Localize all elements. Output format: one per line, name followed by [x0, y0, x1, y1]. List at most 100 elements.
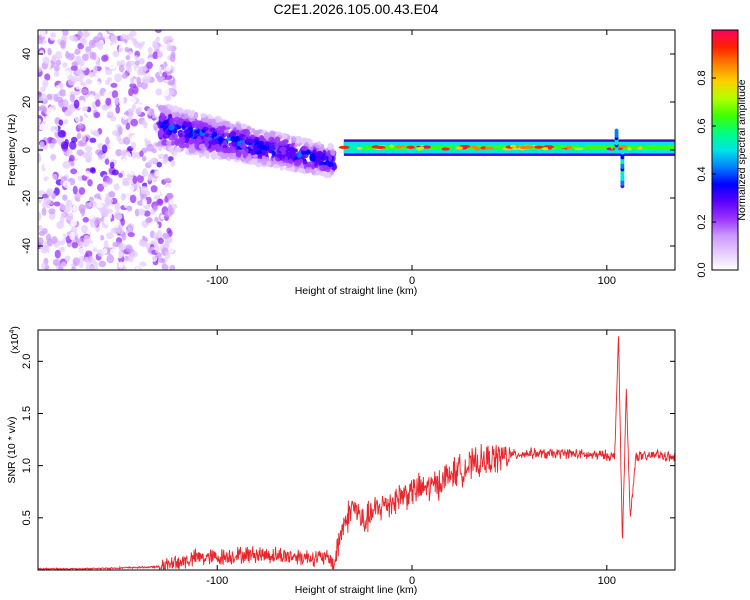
heat-cell	[81, 88, 88, 95]
heat-cell	[76, 149, 85, 156]
heat-cell	[95, 99, 101, 107]
heat-cell	[141, 168, 148, 177]
heat-cell	[81, 53, 89, 62]
heat-cell	[78, 256, 86, 263]
heat-cell	[70, 218, 78, 227]
heat-cell	[76, 132, 82, 140]
y-tick-label: 40	[21, 48, 33, 60]
heat-cell	[74, 114, 81, 123]
heat-cell	[168, 245, 175, 254]
carrier-peak	[627, 147, 632, 151]
heat-cell	[56, 96, 63, 103]
heat-cell	[132, 260, 139, 267]
heat-cell	[157, 129, 162, 135]
carrier-peak	[541, 147, 550, 151]
heat-cell	[123, 136, 131, 145]
heat-cell	[250, 134, 256, 140]
heat-cell	[79, 99, 86, 108]
heat-cell	[154, 170, 160, 177]
heat-cell	[83, 170, 91, 177]
heat-cell	[89, 137, 97, 143]
heat-cell	[78, 204, 86, 213]
heat-cell	[198, 143, 206, 150]
snr-y-multiplier-exp: 4	[9, 329, 16, 333]
heat-cell	[77, 123, 84, 129]
heat-cell	[55, 30, 64, 37]
heat-cell	[172, 133, 178, 141]
heat-cell	[305, 166, 313, 174]
y-tick-label: 20	[21, 96, 33, 108]
heat-cell	[105, 97, 112, 106]
heat-cell	[143, 99, 151, 106]
heat-cell	[45, 178, 53, 187]
heat-cell	[235, 150, 242, 158]
heat-cell	[64, 255, 71, 262]
heat-cell	[127, 107, 135, 114]
heat-cell	[47, 88, 55, 95]
heat-cell	[136, 76, 141, 84]
heat-cell	[148, 36, 154, 44]
heat-cell	[42, 79, 49, 88]
heat-cell	[99, 95, 105, 102]
carrier-peak	[455, 146, 464, 150]
snr-y-multiplier: (x104)	[9, 326, 21, 354]
heat-cell	[67, 78, 76, 86]
heat-cell	[62, 180, 71, 189]
heat-cell	[38, 106, 43, 112]
heat-cell	[52, 258, 61, 267]
heat-cell	[72, 204, 79, 213]
heat-cell	[115, 105, 121, 114]
heat-cell	[326, 167, 331, 172]
heat-cell	[62, 98, 69, 108]
heat-cell	[162, 87, 170, 97]
heat-cell	[78, 187, 86, 195]
heat-cell	[160, 258, 166, 264]
heat-cell	[157, 140, 162, 145]
colorbar: 0.0 0.2 0.4 0.6 0.8 Normalized spectral ampl…	[696, 29, 748, 278]
carrier-peak	[338, 145, 350, 149]
heat-cell	[315, 156, 322, 164]
heat-cell	[125, 122, 131, 130]
heat-cell	[220, 153, 228, 160]
heat-cell	[129, 83, 137, 89]
heat-cell	[38, 225, 43, 231]
heat-cell	[106, 111, 114, 117]
heat-cell	[247, 153, 252, 162]
heat-cell	[57, 130, 66, 138]
heat-cell	[297, 168, 305, 173]
heat-cell	[79, 37, 85, 43]
heat-cell	[90, 168, 96, 174]
heat-cell	[109, 248, 117, 257]
heat-cell	[40, 244, 48, 250]
heat-cell	[197, 135, 201, 141]
heat-cell	[167, 80, 175, 86]
heat-cell	[78, 164, 86, 173]
heat-cell	[116, 250, 124, 259]
heat-cell	[38, 66, 42, 73]
snr-y-multiplier-close: )	[9, 326, 21, 330]
heat-cell	[51, 236, 58, 244]
heat-cell	[96, 202, 103, 209]
heat-cell	[42, 56, 50, 65]
heat-cell	[101, 66, 106, 73]
heat-cell	[290, 152, 297, 158]
colorbar-tick-label: 0.0	[696, 262, 708, 277]
spectrogram-x-ticks: -100 0 100	[206, 30, 616, 287]
heat-cell	[183, 129, 191, 134]
heat-cell	[145, 256, 152, 265]
heat-cell	[108, 63, 116, 70]
heat-cell	[48, 166, 55, 173]
heat-cell	[98, 260, 107, 268]
heat-cell	[62, 70, 71, 77]
heat-cell	[165, 95, 172, 102]
heat-cell	[307, 161, 315, 167]
chart-title: C2E1.2026.105.00.43.E04	[273, 1, 438, 17]
heat-cell	[94, 92, 102, 102]
heat-cell	[261, 154, 266, 162]
carrier-peak	[415, 147, 423, 151]
heat-cell	[144, 41, 150, 48]
heat-cell	[188, 139, 195, 144]
heat-cell	[163, 120, 169, 125]
heat-cell	[72, 36, 79, 43]
heat-cell	[128, 87, 134, 97]
